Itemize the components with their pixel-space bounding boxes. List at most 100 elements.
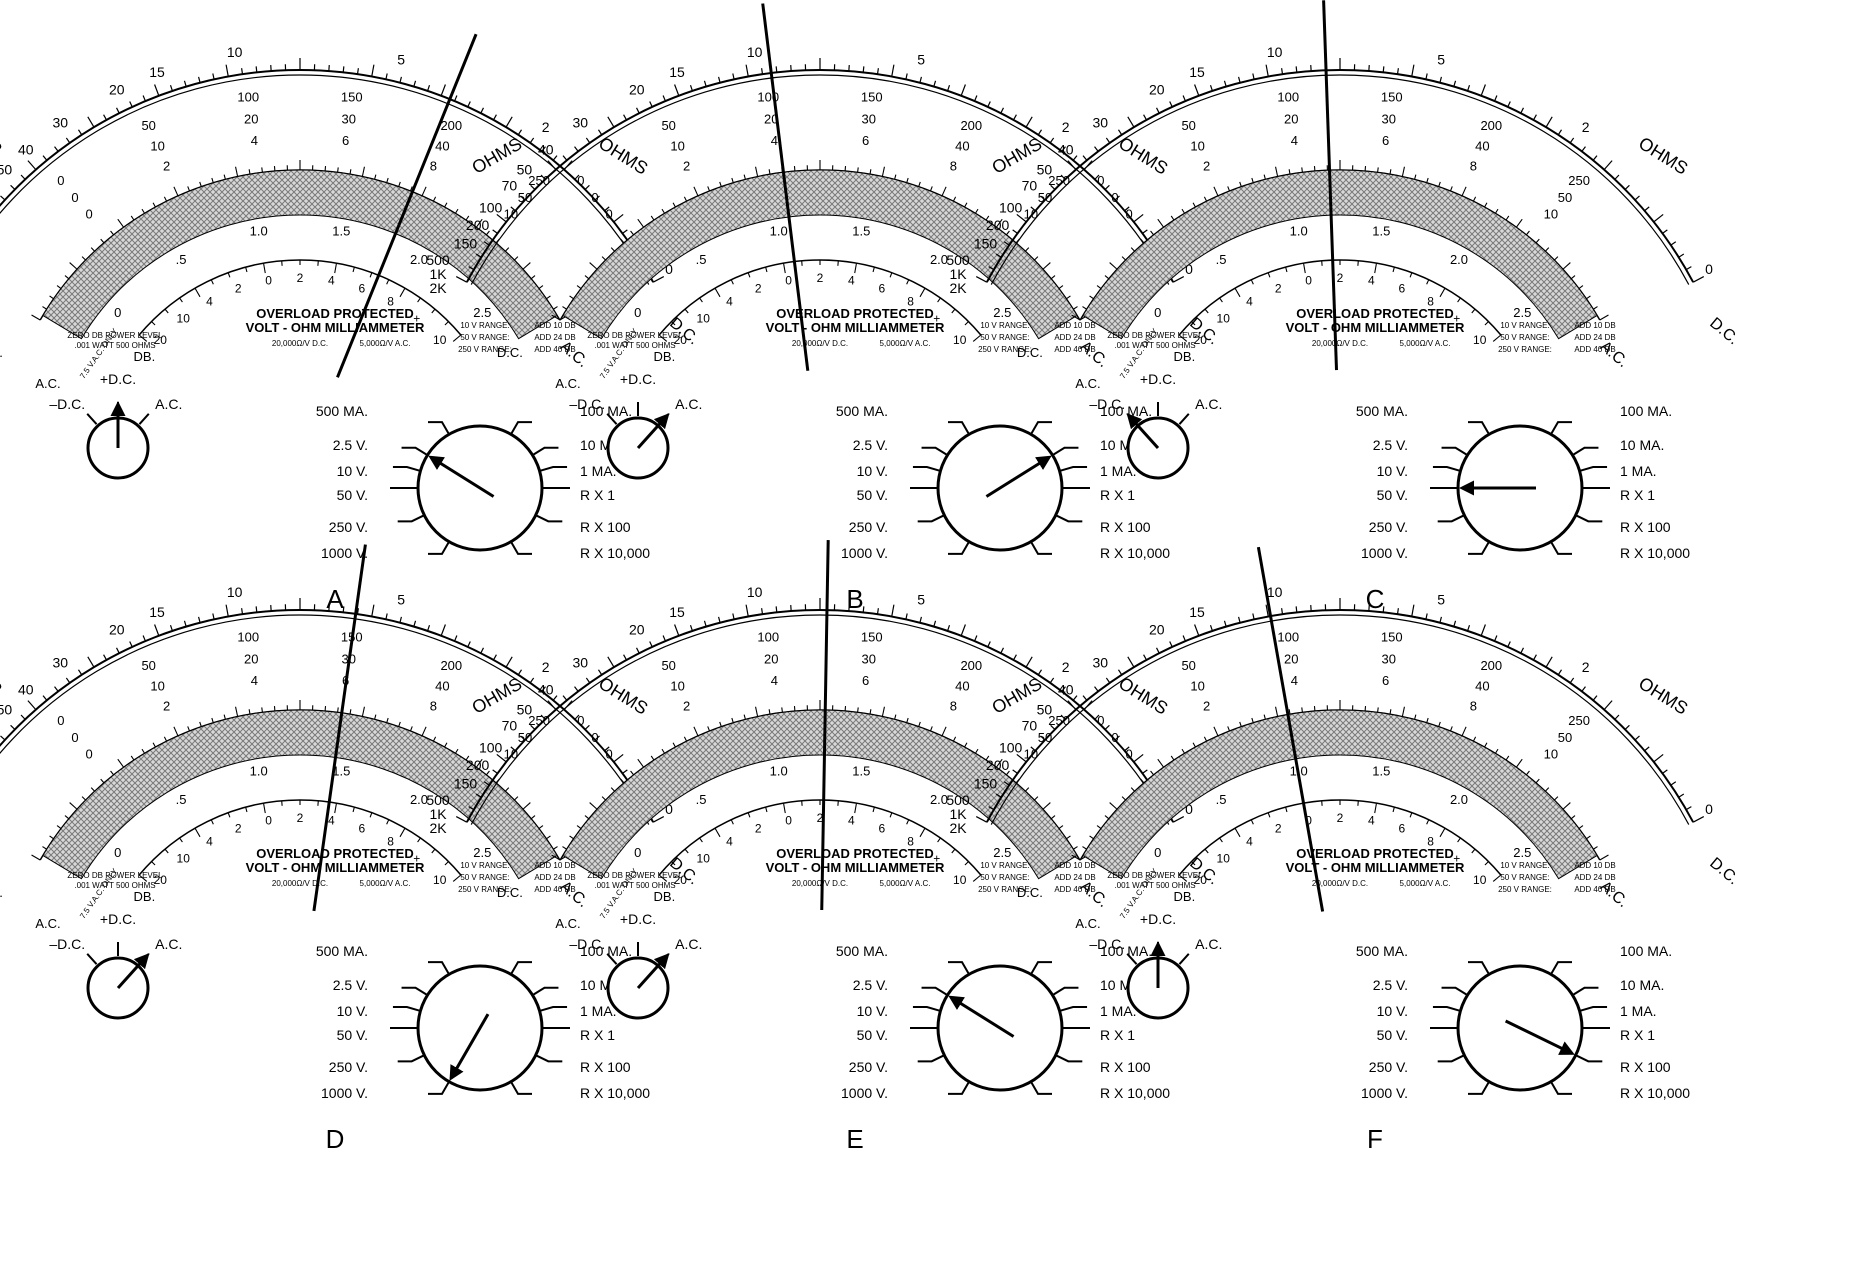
ohms-tick xyxy=(995,253,1002,258)
volt-tick xyxy=(454,748,459,754)
ac-low-scale-number: 0 xyxy=(1154,845,1161,860)
range-label-left: 50 V. xyxy=(857,1027,888,1043)
db-tick xyxy=(1426,819,1430,825)
volt-scale-number: 100 xyxy=(237,630,259,645)
db-tick xyxy=(1457,297,1461,303)
ohms-tick xyxy=(54,146,59,152)
volt-scale-number: 0 xyxy=(86,207,93,222)
volt-scale-number: 50 xyxy=(661,118,675,133)
volt-scale-number: 200 xyxy=(440,658,462,673)
ohms-tick xyxy=(1012,769,1018,774)
volt-tick xyxy=(601,256,607,261)
polarity-label-2: A.C. xyxy=(1195,936,1222,952)
volt-tick xyxy=(475,218,483,228)
range-label-right: R X 100 xyxy=(1620,519,1671,535)
range-label-right: 100 MA. xyxy=(580,943,632,959)
volt-tick xyxy=(1377,167,1379,173)
ohms-tick xyxy=(1209,625,1213,632)
volt-scale-number: 0 xyxy=(1126,747,1133,762)
db-label: DB. xyxy=(1174,889,1196,904)
range-label-right: R X 10,000 xyxy=(1100,1085,1170,1101)
volt-tick xyxy=(261,167,263,173)
volt-scale-number: 0 xyxy=(1126,207,1133,222)
volt-tick xyxy=(1570,815,1576,820)
db-tick xyxy=(262,803,266,814)
volt-tick xyxy=(1599,314,1609,321)
range-label-left: 2.5 V. xyxy=(853,977,888,993)
zero-db-line1: ZERO DB POWER LEVEL xyxy=(587,871,683,880)
range-detent xyxy=(1468,1081,1490,1095)
ohms-scale-number: 10 xyxy=(1267,584,1283,600)
ohms-tick xyxy=(960,624,966,636)
volt-scale-number: 250 xyxy=(528,713,550,728)
volt-tick xyxy=(1377,707,1379,713)
sensitivity-dc: 20,000Ω/V D.C. xyxy=(272,879,328,888)
polarity-pointer xyxy=(636,413,670,450)
db-tick xyxy=(194,827,201,838)
ohms-scale-number: 5 xyxy=(397,591,405,607)
ohms-tick xyxy=(212,73,215,80)
ohms-tick xyxy=(1082,155,1088,161)
ohms-tick xyxy=(492,229,498,234)
ohms-tick xyxy=(241,608,244,615)
ac-low-scale-number: 2.0 xyxy=(1450,252,1468,267)
db-tick xyxy=(164,848,169,854)
polarity-label-2: A.C. xyxy=(675,936,702,952)
volt-tick xyxy=(610,247,616,252)
ohms-tick xyxy=(891,604,895,617)
volt-tick xyxy=(553,846,558,850)
range-pointer xyxy=(449,1013,490,1081)
db-tick xyxy=(1439,827,1446,838)
db-tick xyxy=(889,272,893,278)
polarity-detent xyxy=(606,413,618,425)
ohms-tick xyxy=(129,641,133,648)
volt-tick xyxy=(42,306,47,310)
db-scale-number: 4 xyxy=(328,274,335,288)
ohms-tick xyxy=(77,129,83,136)
dc-label-left: D.C. xyxy=(1017,345,1043,360)
volt-scale-number: 200 xyxy=(960,658,982,673)
db-tick xyxy=(245,807,248,813)
ohms-tick xyxy=(1067,700,1077,711)
volt-tick xyxy=(1251,717,1254,723)
volt-tick xyxy=(1170,215,1175,221)
ohms-tick xyxy=(530,724,536,730)
volt-tick xyxy=(444,742,448,748)
ohms-tick xyxy=(1012,229,1018,234)
ohms-tick xyxy=(891,64,895,77)
volt-tick xyxy=(1599,854,1609,861)
sensitivity-dc: 20,000Ω/V D.C. xyxy=(1312,339,1368,348)
range-label-left: 10 V. xyxy=(337,463,368,479)
volt-tick xyxy=(569,835,574,840)
volt-tick xyxy=(1089,835,1094,840)
ohms-tick xyxy=(1016,753,1027,763)
volt-tick xyxy=(130,215,135,221)
range-label-left: 500 MA. xyxy=(836,403,888,419)
ac-low-scale-number: 1.0 xyxy=(250,224,268,239)
range-detent xyxy=(1030,961,1052,975)
volt-tick xyxy=(1562,262,1571,270)
range-label-right: 1 MA. xyxy=(580,463,617,479)
ac-low-scale-number: 0 xyxy=(114,305,121,320)
volt-tick xyxy=(569,295,574,300)
ohms-tick xyxy=(212,613,215,620)
ohms-tick xyxy=(427,625,431,632)
volt-tick xyxy=(1275,166,1279,177)
range-label-right: R X 100 xyxy=(580,1059,631,1075)
polarity-pointer xyxy=(636,953,670,990)
ohms-tick xyxy=(862,66,865,73)
volt-tick xyxy=(857,167,859,173)
db-tick xyxy=(1492,874,1502,882)
volt-scale-number: 50 xyxy=(1038,730,1052,745)
range-label-right: 1 MA. xyxy=(1620,1003,1657,1019)
sensitivity-dc: 20,000Ω/V D.C. xyxy=(792,879,848,888)
volt-tick xyxy=(1066,835,1071,840)
db-scale-number: 10 xyxy=(697,312,711,326)
ohms-scale-number: 15 xyxy=(669,64,685,80)
volt-tick xyxy=(1484,742,1488,748)
volt-tick xyxy=(693,726,699,737)
volt-tick xyxy=(432,196,437,202)
ohms-tick xyxy=(622,769,628,774)
ohms-tick xyxy=(1614,714,1620,720)
